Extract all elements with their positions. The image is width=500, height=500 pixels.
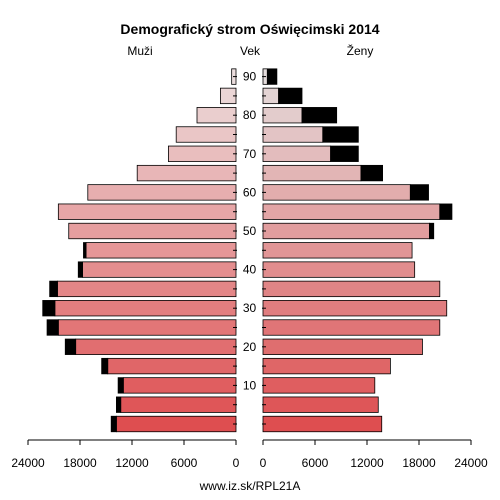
female-axis-label: 0 <box>260 456 267 470</box>
female-bar-40-44 <box>262 261 416 278</box>
female-bar-10-14 <box>262 377 376 394</box>
male-excess-35-39 <box>49 280 58 298</box>
male-bar-5-9 <box>120 396 237 413</box>
male-excess-10-14 <box>117 377 124 394</box>
female-axis-label: 24000 <box>454 456 488 470</box>
female-excess-90+ <box>266 68 278 85</box>
male-bar-70-74 <box>167 145 237 162</box>
female-bar-55-59 <box>262 203 441 220</box>
female-bar-75-79 <box>262 126 324 143</box>
female-bar-15-19 <box>262 357 391 375</box>
right-label: Ženy <box>347 43 374 58</box>
age-label: 40 <box>243 263 257 277</box>
male-axis-label: 18000 <box>63 456 97 470</box>
age-label: 20 <box>243 340 257 354</box>
female-bar-30-34 <box>262 300 448 317</box>
female-excess-85-89 <box>278 87 303 105</box>
male-bar-45-49 <box>85 242 237 259</box>
female-bars <box>262 68 453 433</box>
male-axis-label: 0 <box>233 456 240 470</box>
male-bar-40-44 <box>82 261 237 278</box>
female-bar-50-54 <box>262 222 430 240</box>
male-bar-50-54 <box>68 222 237 240</box>
male-bar-25-29 <box>57 319 237 336</box>
chart-title: Demografický strom Oświęcimski 2014 <box>120 21 379 37</box>
center-label: Vek <box>240 44 261 58</box>
female-bar-70-74 <box>262 145 331 162</box>
age-label: 30 <box>243 301 257 315</box>
age-label: 50 <box>243 224 257 238</box>
male-bar-20-24 <box>75 338 237 355</box>
female-bar-45-49 <box>262 242 413 259</box>
female-bar-0-4 <box>262 415 383 433</box>
male-axis-label: 24000 <box>11 456 45 470</box>
female-excess-80-84 <box>301 107 338 124</box>
female-bar-20-24 <box>262 338 423 355</box>
female-excess-50-54 <box>428 222 435 240</box>
female-bar-35-39 <box>262 280 441 298</box>
male-bar-55-59 <box>57 203 237 220</box>
female-axis-label: 12000 <box>350 456 384 470</box>
age-axis: 10 20 30 40 50 60 70 80 90 <box>233 70 266 425</box>
male-bar-0-4 <box>116 415 237 433</box>
male-axis-label: 12000 <box>115 456 149 470</box>
male-axis-label: 6000 <box>171 456 198 470</box>
female-bar-80-84 <box>262 107 303 124</box>
male-bar-60-64 <box>87 184 237 201</box>
male-bar-10-14 <box>122 377 237 394</box>
female-excess-55-59 <box>439 203 453 220</box>
left-label: Muži <box>127 44 152 58</box>
male-bars <box>42 68 237 433</box>
female-excess-70-74 <box>330 145 359 162</box>
female-bar-65-69 <box>262 164 362 182</box>
male-excess-20-24 <box>64 338 77 355</box>
female-bar-25-29 <box>262 319 441 336</box>
female-bar-5-9 <box>262 396 379 413</box>
male-bar-65-69 <box>136 164 237 182</box>
female-excess-60-64 <box>409 184 429 201</box>
female-x-axis: 0 6000 12000 18000 24000 <box>260 439 488 470</box>
male-bar-75-79 <box>175 126 237 143</box>
male-bar-80-84 <box>196 107 237 124</box>
male-bar-35-39 <box>57 280 237 298</box>
age-label: 90 <box>243 70 257 84</box>
footer-source: www.iz.sk/RPL21A <box>199 479 301 493</box>
age-label: 60 <box>243 185 257 199</box>
male-excess-45-49 <box>83 242 87 259</box>
male-bar-15-19 <box>107 357 237 375</box>
male-excess-5-9 <box>116 396 122 413</box>
male-excess-0-4 <box>110 415 117 433</box>
female-excess-75-79 <box>322 126 359 143</box>
male-excess-25-29 <box>46 319 59 336</box>
female-axis-label: 18000 <box>402 456 436 470</box>
age-label: 80 <box>243 108 257 122</box>
male-excess-30-34 <box>42 300 56 317</box>
male-bar-30-34 <box>54 300 237 317</box>
age-label: 70 <box>243 147 257 161</box>
male-excess-15-19 <box>101 357 109 375</box>
age-label: 10 <box>243 378 257 392</box>
male-x-axis: 24000 18000 12000 6000 0 <box>11 439 240 470</box>
female-excess-65-69 <box>360 164 383 182</box>
female-axis-label: 6000 <box>302 456 329 470</box>
male-excess-40-44 <box>77 261 84 278</box>
female-bar-60-64 <box>262 184 411 201</box>
